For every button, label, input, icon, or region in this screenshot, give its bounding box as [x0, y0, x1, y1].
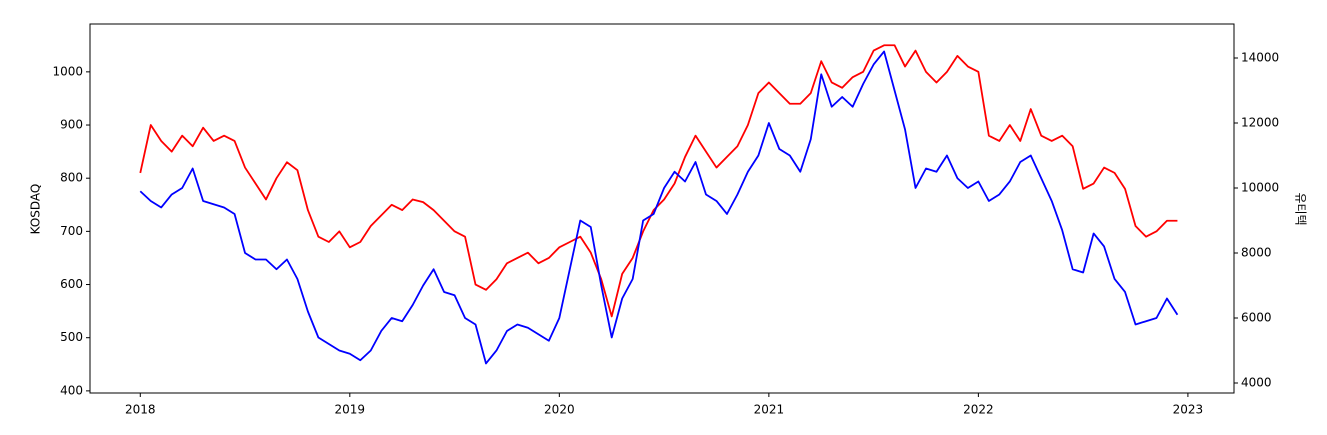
y-tick-label: 400 [60, 383, 83, 397]
y2-tick-label: 12000 [1241, 115, 1279, 129]
y2-axis-label: 유티텍 [1294, 192, 1308, 225]
x-tick-label: 2019 [335, 403, 366, 417]
x-tick-label: 2022 [963, 403, 994, 417]
y-tick-label: 500 [60, 330, 83, 344]
series-line [139, 50, 1179, 365]
x-tick-label: 2021 [754, 403, 785, 417]
y-tick-label: 1000 [52, 64, 83, 78]
series-line [139, 44, 1178, 318]
y2-tick-label: 4000 [1241, 375, 1272, 389]
y2-tick-label: 6000 [1241, 310, 1272, 324]
x-tick-label: 2018 [125, 403, 156, 417]
y2-tick-label: 14000 [1241, 50, 1279, 64]
y-tick-label: 900 [60, 118, 83, 132]
plot-frame [89, 23, 1235, 394]
y-tick-label: 600 [60, 277, 83, 291]
y2-tick-label: 8000 [1241, 245, 1272, 259]
y-tick-label: 700 [60, 224, 83, 238]
x-tick-label: 2023 [1173, 403, 1204, 417]
y-tick-label: 800 [60, 171, 83, 185]
x-tick-label: 2020 [544, 403, 575, 417]
y-axis-label: KOSDAQ [29, 184, 43, 235]
y2-tick-label: 10000 [1241, 180, 1279, 194]
